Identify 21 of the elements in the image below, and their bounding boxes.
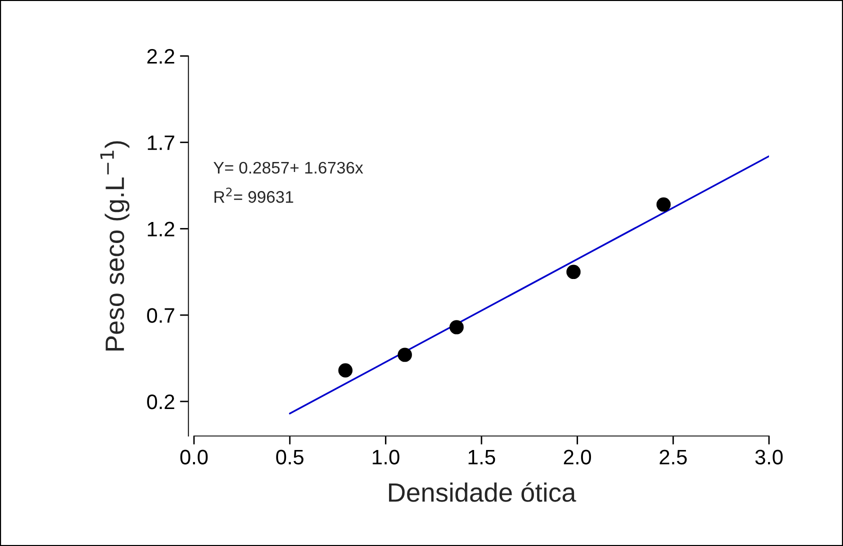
x-tick-label: 0.0 [180, 450, 208, 464]
point [398, 348, 412, 362]
y-tick-label: 2.2 [147, 49, 174, 64]
annotation: R$^{2}$= 99631 [214, 188, 294, 203]
point [656, 197, 671, 212]
x-axis-title: Densidade ótica [389, 482, 576, 502]
x-tick-label: 1.0 [372, 450, 400, 464]
point [449, 320, 464, 334]
y-axis-title: Peso seco (g.L$^{−1}$) [100, 141, 130, 350]
x-tick-label: 3.0 [755, 450, 783, 464]
point [338, 363, 353, 378]
annotation: Y= 0.2857+ 1.6736x [214, 162, 364, 174]
x-tick-label: 2.5 [660, 450, 687, 464]
point [566, 264, 581, 280]
y-tick-label: 0.2 [147, 394, 174, 410]
x-tick-label: 1.5 [468, 450, 496, 464]
x-tick-label: 2.0 [564, 450, 591, 464]
y-tick-label: 0.7 [147, 308, 174, 323]
y-tick-label: 1.7 [148, 136, 174, 150]
y-tick-label: 1.2 [148, 222, 174, 236]
x-tick-label: 0.5 [276, 450, 304, 464]
